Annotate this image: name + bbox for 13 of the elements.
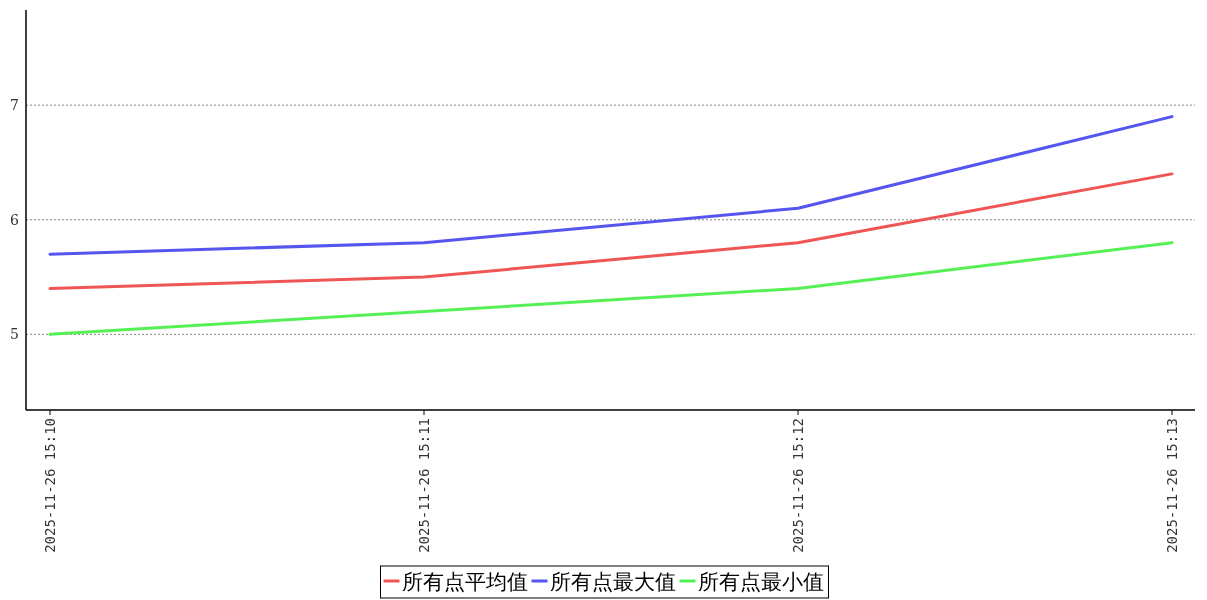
y-tick-label: 5 <box>10 326 19 343</box>
x-tick-label: 2025-11-26 15:10 <box>42 418 58 553</box>
line-series <box>48 172 1174 291</box>
x-tick-label: 2025-11-26 15:11 <box>416 418 432 553</box>
line-series <box>48 115 1174 256</box>
legend-label: 所有点平均值 <box>401 570 528 594</box>
line-series <box>48 241 1174 336</box>
x-tick-label: 2025-11-26 15:13 <box>1164 418 1180 553</box>
x-tick-label: 2025-11-26 15:12 <box>790 418 806 553</box>
legend-label: 所有点最大值 <box>549 570 676 594</box>
y-tick-label: 7 <box>10 97 19 114</box>
y-tick-label: 6 <box>10 211 20 228</box>
legend-label: 所有点最小值 <box>697 570 824 594</box>
